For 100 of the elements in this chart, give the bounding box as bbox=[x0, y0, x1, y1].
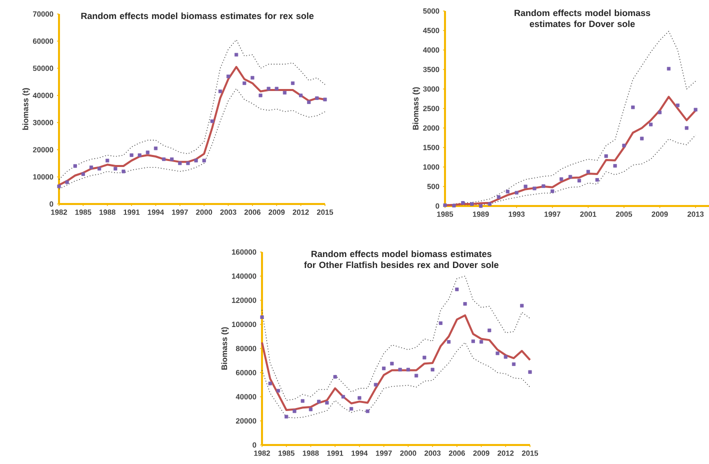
point bbox=[422, 356, 426, 360]
point bbox=[414, 374, 418, 378]
point bbox=[488, 328, 492, 332]
chart-title: Random effects model biomass estimates for rex sole bbox=[81, 12, 314, 20]
point bbox=[299, 94, 303, 98]
point bbox=[463, 302, 467, 306]
point bbox=[542, 184, 546, 188]
point bbox=[622, 144, 626, 148]
point bbox=[186, 161, 190, 166]
point bbox=[106, 158, 110, 162]
point bbox=[234, 52, 238, 57]
point bbox=[57, 184, 61, 188]
point bbox=[684, 126, 688, 130]
point bbox=[406, 368, 410, 372]
point bbox=[470, 202, 474, 206]
point bbox=[266, 86, 270, 90]
point bbox=[65, 180, 69, 184]
point bbox=[550, 189, 554, 193]
point bbox=[333, 375, 337, 379]
point bbox=[666, 66, 671, 71]
point bbox=[512, 362, 516, 366]
point bbox=[658, 110, 662, 114]
point bbox=[595, 178, 599, 182]
point bbox=[138, 153, 142, 157]
point bbox=[98, 166, 102, 171]
point bbox=[447, 340, 451, 344]
point bbox=[300, 399, 304, 403]
point bbox=[479, 340, 484, 344]
point bbox=[438, 321, 442, 325]
point bbox=[282, 90, 286, 95]
point bbox=[586, 170, 590, 174]
point bbox=[290, 81, 295, 86]
point bbox=[496, 352, 500, 356]
point bbox=[560, 177, 564, 181]
point bbox=[307, 100, 311, 104]
point bbox=[114, 166, 118, 171]
point bbox=[260, 315, 264, 319]
point bbox=[292, 409, 296, 414]
point bbox=[210, 119, 214, 124]
point bbox=[496, 195, 500, 199]
point bbox=[218, 90, 222, 94]
point bbox=[341, 394, 346, 399]
point bbox=[649, 122, 653, 126]
point bbox=[350, 407, 354, 411]
point bbox=[374, 382, 378, 386]
point bbox=[89, 166, 94, 170]
point bbox=[430, 368, 434, 372]
point bbox=[471, 339, 475, 344]
chart-title: Random effects model biomass estimates for Other Flatfish besides rex and Dover sole bbox=[304, 250, 498, 268]
point bbox=[194, 158, 198, 162]
point bbox=[382, 366, 386, 370]
point bbox=[532, 186, 536, 190]
point bbox=[274, 86, 278, 90]
point bbox=[461, 201, 465, 205]
point bbox=[452, 204, 456, 208]
chart-title: Random effects model biomass estimates for Dover sole bbox=[514, 10, 650, 28]
point bbox=[268, 382, 272, 386]
point bbox=[694, 108, 698, 112]
point bbox=[488, 202, 492, 206]
point bbox=[504, 355, 508, 359]
point bbox=[162, 157, 166, 162]
point bbox=[398, 368, 402, 372]
point bbox=[577, 178, 582, 182]
point bbox=[443, 203, 447, 208]
point bbox=[258, 94, 262, 98]
point bbox=[676, 104, 680, 108]
point bbox=[202, 158, 206, 162]
point bbox=[640, 136, 644, 140]
point bbox=[613, 164, 617, 168]
point bbox=[358, 396, 362, 400]
point bbox=[250, 76, 254, 80]
point bbox=[154, 146, 158, 150]
point bbox=[315, 96, 319, 100]
point bbox=[146, 150, 150, 154]
point bbox=[122, 170, 126, 174]
point bbox=[226, 74, 230, 78]
point bbox=[73, 164, 77, 168]
point bbox=[390, 362, 394, 366]
point bbox=[455, 288, 459, 292]
point bbox=[178, 161, 182, 166]
point bbox=[479, 204, 483, 208]
point bbox=[631, 106, 635, 110]
point bbox=[284, 414, 288, 418]
point bbox=[325, 400, 329, 405]
point bbox=[130, 153, 134, 157]
point bbox=[317, 400, 321, 404]
line-series bbox=[262, 342, 530, 418]
point bbox=[170, 157, 174, 162]
point bbox=[242, 81, 246, 86]
point bbox=[276, 388, 280, 393]
point bbox=[323, 98, 327, 102]
point bbox=[604, 154, 608, 158]
point bbox=[81, 172, 85, 176]
point bbox=[506, 190, 510, 194]
point bbox=[568, 174, 572, 179]
point bbox=[514, 190, 518, 195]
point bbox=[528, 370, 532, 374]
point bbox=[520, 304, 524, 308]
line-series bbox=[58, 88, 326, 190]
point bbox=[366, 409, 370, 414]
